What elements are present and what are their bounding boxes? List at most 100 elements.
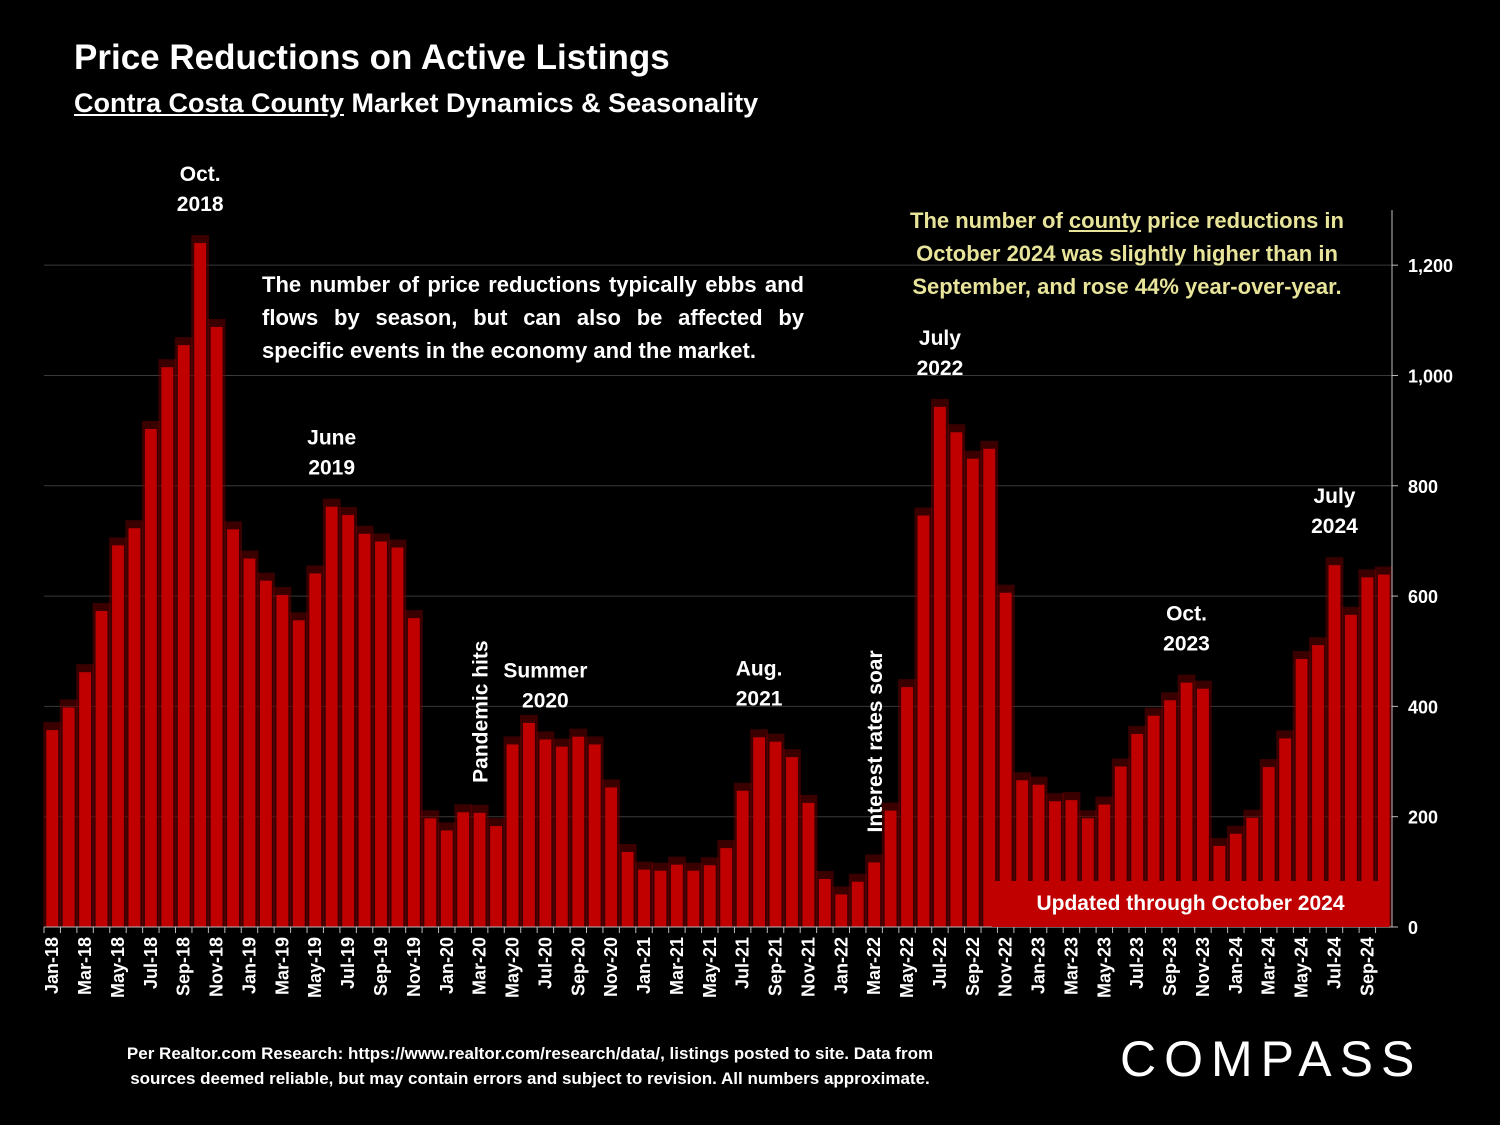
bar xyxy=(1164,700,1176,927)
bar xyxy=(1361,577,1374,927)
x-tick-label: May-18 xyxy=(108,937,128,998)
seasonality-note: The number of price reductions typically… xyxy=(262,272,804,363)
y-tick-label: 1,200 xyxy=(1408,256,1453,276)
bar xyxy=(407,618,420,927)
x-tick-label: Nov-22 xyxy=(996,937,1016,997)
x-tick-label: Jan-20 xyxy=(437,937,457,994)
bar xyxy=(128,528,141,927)
x-tick-label: Jul-23 xyxy=(1127,937,1147,989)
y-tick-label: 1,000 xyxy=(1408,366,1453,386)
bar xyxy=(638,869,650,927)
bar xyxy=(539,739,552,927)
x-tick-label: Sep-20 xyxy=(568,937,588,996)
bar xyxy=(588,744,601,927)
bar xyxy=(851,881,864,927)
x-axis: Jan-18 Mar-18 May-18 Jul-18 Sep-18 Nov-18 Jan-… xyxy=(42,926,1392,998)
peak-annotation: Summer xyxy=(503,659,587,682)
bar xyxy=(572,736,585,927)
x-tick-label: Sep-24 xyxy=(1357,937,1377,996)
bar xyxy=(440,830,453,927)
y-axis: 0 200 400 600 800 1,000 1,200 xyxy=(1391,210,1453,938)
x-tick-label: Mar-22 xyxy=(864,937,884,995)
x-tick-label: Jul-18 xyxy=(141,937,161,989)
bar xyxy=(1197,688,1209,927)
peak-annotation: July xyxy=(1313,485,1355,508)
bar xyxy=(835,894,848,927)
bar xyxy=(227,529,239,927)
bar xyxy=(1229,833,1242,927)
peak-annotation: 2023 xyxy=(1163,633,1210,656)
bar xyxy=(79,672,92,927)
bar xyxy=(1312,645,1324,927)
y-tick-label: 600 xyxy=(1408,587,1438,607)
x-tick-label: Mar-21 xyxy=(667,937,687,995)
bar xyxy=(1098,804,1111,927)
annotations: Oct. 2018 June 2019 Summer 2020 Aug. 2021 July 20… xyxy=(177,163,1358,832)
x-tick-label: May-19 xyxy=(305,937,325,998)
x-tick-label: Sep-22 xyxy=(963,937,983,996)
bar xyxy=(901,687,913,927)
bar xyxy=(424,818,437,927)
x-tick-label: Sep-21 xyxy=(766,937,786,996)
x-tick-label: May-20 xyxy=(503,937,523,998)
peak-annotation: June xyxy=(307,427,356,450)
bar xyxy=(1377,574,1390,927)
x-tick-label: Jul-20 xyxy=(535,937,555,989)
bar xyxy=(1131,733,1144,927)
peak-annotation: 2021 xyxy=(736,687,783,710)
subtitle-county: Contra Costa County xyxy=(74,88,344,118)
x-tick-label: Mar-19 xyxy=(272,937,292,995)
bar xyxy=(736,790,749,927)
bar-chart: Jan-18 Mar-18 May-18 Jul-18 Sep-18 Nov-18 Jan-… xyxy=(42,163,1453,998)
peak-annotation: Oct. xyxy=(180,163,221,186)
bar xyxy=(1262,767,1275,927)
peak-annotation: July xyxy=(919,327,961,350)
bar xyxy=(144,428,157,927)
bar xyxy=(769,741,782,927)
bar xyxy=(753,737,766,927)
bar xyxy=(194,243,207,928)
bar xyxy=(555,746,568,927)
x-tick-label: Nov-23 xyxy=(1193,937,1213,997)
x-tick-label: Sep-23 xyxy=(1160,937,1180,996)
bar xyxy=(177,345,190,927)
bars xyxy=(43,235,1393,928)
y-tick-label: 400 xyxy=(1408,697,1438,717)
bar xyxy=(490,826,502,927)
x-tick-label: Mar-24 xyxy=(1259,937,1279,995)
x-tick-label: Nov-19 xyxy=(404,937,424,997)
bar xyxy=(1016,780,1029,927)
bar xyxy=(375,541,387,927)
bar xyxy=(1180,682,1193,927)
bar xyxy=(1081,818,1094,927)
bar xyxy=(1295,658,1308,927)
x-tick-label: Mar-18 xyxy=(75,937,95,995)
bar xyxy=(802,802,815,927)
bar xyxy=(950,432,963,927)
bar xyxy=(457,812,470,927)
peak-annotation: 2018 xyxy=(177,193,224,216)
event-annotation: Pandemic hits xyxy=(470,640,493,782)
bar xyxy=(161,367,174,927)
bar xyxy=(1147,715,1160,927)
peak-annotation: 2020 xyxy=(522,689,569,712)
x-tick-label: Jul-21 xyxy=(733,937,753,989)
note-right-county: county xyxy=(1068,208,1142,233)
bar xyxy=(342,515,355,927)
peak-annotation: 2022 xyxy=(917,357,964,380)
x-tick-label: May-23 xyxy=(1094,937,1114,998)
bar xyxy=(1344,614,1357,927)
peak-annotation: 2019 xyxy=(308,457,355,480)
note-right-post: price reductions in October 2024 was sli… xyxy=(912,208,1344,299)
bar xyxy=(884,810,897,927)
bar xyxy=(999,592,1012,927)
bar xyxy=(325,506,338,927)
x-tick-label: Jul-19 xyxy=(338,937,358,989)
bar xyxy=(260,580,272,927)
y-tick-label: 800 xyxy=(1408,477,1438,497)
bar xyxy=(276,594,289,927)
source-note: Per Realtor.com Research: https://www.re… xyxy=(126,1044,934,1088)
bar xyxy=(473,812,486,927)
x-tick-label: Jan-22 xyxy=(831,937,851,994)
bar xyxy=(243,558,256,927)
